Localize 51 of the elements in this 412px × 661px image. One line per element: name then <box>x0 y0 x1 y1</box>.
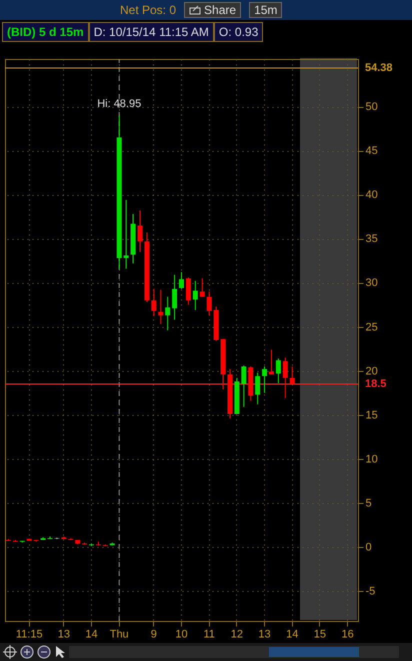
y-tick-label: 45 <box>366 145 378 158</box>
y-tick-label: -5 <box>366 586 376 598</box>
x-tick-label: 14 <box>286 628 298 640</box>
candlestick <box>137 210 142 252</box>
y-tick-label: 40 <box>366 189 378 202</box>
ref-line-label: 54.38 <box>365 62 393 74</box>
candlestick <box>268 349 274 375</box>
candlestick <box>192 280 198 311</box>
y-tick-label: 0 <box>366 542 372 554</box>
candlestick <box>158 289 164 325</box>
candlestick <box>290 366 295 385</box>
candlestick <box>276 358 281 384</box>
candlestick <box>206 291 212 316</box>
candlestick <box>165 296 170 331</box>
candlestick <box>151 288 156 317</box>
x-tick-label: 12 <box>230 628 243 640</box>
annotation: Hi: 48.95 <box>97 98 142 110</box>
x-tick-label: 11 <box>203 628 215 640</box>
y-tick-label: 35 <box>366 233 378 246</box>
x-tick-label: 15 <box>314 628 326 640</box>
candlestick <box>124 199 129 270</box>
y-tick-label: 25 <box>366 321 378 334</box>
y-tick-label: 5 <box>366 497 372 510</box>
chart-subtitle: D: 10/15/14 11:15 AM <box>88 22 214 42</box>
x-tick-label: 9 <box>150 628 157 640</box>
x-tick-label: Thu <box>110 628 129 640</box>
y-tick-label: 50 <box>366 101 378 114</box>
ref-line-label: 18.5 <box>365 378 386 390</box>
y-tick-label: 20 <box>366 365 378 378</box>
text: O: 0.93 <box>214 22 264 42</box>
x-tick-label: 11:15 <box>16 628 43 640</box>
candlestick <box>200 278 205 298</box>
y-tick-label: 30 <box>366 277 378 290</box>
chart-title: (BID) 5 d 15m <box>2 22 89 42</box>
x-tick-label: 13 <box>58 628 70 640</box>
text: 15m <box>249 2 282 18</box>
candlestick <box>179 272 184 290</box>
candlestick <box>172 274 178 320</box>
text: Share <box>184 2 242 18</box>
x-tick-label: 10 <box>175 628 188 640</box>
candlestick <box>255 372 260 405</box>
y-tick-label: 10 <box>366 453 378 466</box>
candlestick <box>186 276 191 306</box>
candlestick <box>282 357 288 399</box>
candlestick <box>241 365 246 408</box>
x-tick-label: 13 <box>258 628 271 640</box>
candlestick <box>262 366 268 394</box>
y-tick-label: 15 <box>366 409 378 422</box>
x-tick-label: 16 <box>341 628 354 640</box>
text: Net Pos: 0 <box>120 3 176 17</box>
x-tick-label: 14 <box>85 628 98 640</box>
